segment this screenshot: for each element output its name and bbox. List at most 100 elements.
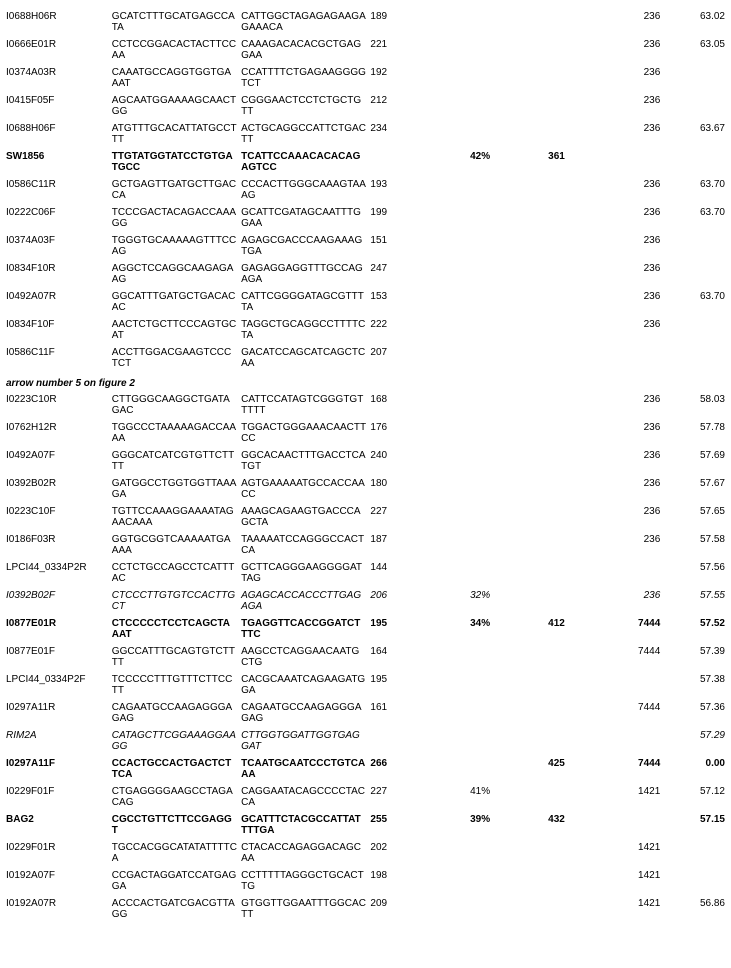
- size-value: 212: [368, 92, 439, 120]
- reverse-seq: TAGGCTGCAGGCCTTTTCTA: [239, 316, 368, 344]
- score-value: 57.67: [662, 475, 727, 503]
- row-id: I0688H06R: [4, 8, 110, 36]
- forward-seq: TGGGTGCAAAAAGTTTCCAG: [110, 232, 239, 260]
- table-row: BAG2CGCCTGTTCTTCCGAGGTGCATTTCTACGCCATTAT…: [4, 811, 727, 839]
- percent-value: [439, 531, 521, 559]
- pos-value: 425: [521, 755, 592, 783]
- percent-value: [439, 176, 521, 204]
- percent-value: [439, 419, 521, 447]
- percent-value: [439, 391, 521, 419]
- score-value: [662, 64, 727, 92]
- pos-value: [521, 699, 592, 727]
- reverse-seq: CCATTTTCTGAGAAGGGGTCT: [239, 64, 368, 92]
- ref-value: 1421: [592, 867, 663, 895]
- table-row: arrow number 5 on figure 2: [4, 372, 727, 391]
- table-row: I0392B02RGATGGCCTGGTGGTTAAAGAAGTGAAAAATG…: [4, 475, 727, 503]
- forward-seq: CATAGCTTCGGAAAGGAAGG: [110, 727, 239, 755]
- row-id: I0222C06F: [4, 204, 110, 232]
- ref-value: 236: [592, 176, 663, 204]
- pos-value: [521, 344, 592, 372]
- percent-value: 34%: [439, 615, 521, 643]
- reverse-seq: CAAAGACACACGCTGAGGAA: [239, 36, 368, 64]
- size-value: 176: [368, 419, 439, 447]
- reverse-seq: GCATTTCTACGCCATTATTTTGA: [239, 811, 368, 839]
- pos-value: [521, 727, 592, 755]
- size-value: 247: [368, 260, 439, 288]
- percent-value: [439, 288, 521, 316]
- percent-value: 32%: [439, 587, 521, 615]
- size-value: [368, 727, 439, 755]
- table-row: I0586C11FACCTTGGACGAAGTCCCTCTGACATCCAGCA…: [4, 344, 727, 372]
- forward-seq: GATGGCCTGGTGGTTAAAGA: [110, 475, 239, 503]
- forward-seq: AACTCTGCTTCCCAGTGCAT: [110, 316, 239, 344]
- table-row: I0666E01RCCTCCGGACACTACTTCCAACAAAGACACAC…: [4, 36, 727, 64]
- pos-value: [521, 559, 592, 587]
- score-value: [662, 839, 727, 867]
- size-value: 189: [368, 8, 439, 36]
- percent-value: [439, 204, 521, 232]
- score-value: 57.65: [662, 503, 727, 531]
- table-row: I0762H12RTGGCCCTAAAAAGACCAAAATGGACTGGGAA…: [4, 419, 727, 447]
- table-row: I0192A07FCCGACTAGGATCCATGAGGACCTTTTTAGGG…: [4, 867, 727, 895]
- score-value: 57.55: [662, 587, 727, 615]
- reverse-seq: CATTGGCTAGAGAGAAGAGAAACA: [239, 8, 368, 36]
- size-value: 234: [368, 120, 439, 148]
- table-row: I0492A07FGGGCATCATCGTGTTCTTTTGGCACAACTTT…: [4, 447, 727, 475]
- ref-value: 236: [592, 36, 663, 64]
- forward-seq: CTTGGGCAAGGCTGATAGAC: [110, 391, 239, 419]
- score-value: 56.86: [662, 895, 727, 923]
- size-value: 198: [368, 867, 439, 895]
- size-value: 227: [368, 783, 439, 811]
- percent-value: [439, 867, 521, 895]
- reverse-seq: CAGAATGCCAAGAGGGAGAG: [239, 699, 368, 727]
- pos-value: 432: [521, 811, 592, 839]
- percent-value: [439, 64, 521, 92]
- pos-value: [521, 867, 592, 895]
- ref-value: 236: [592, 391, 663, 419]
- score-value: 57.78: [662, 419, 727, 447]
- percent-value: [439, 344, 521, 372]
- row-id: I0586C11R: [4, 176, 110, 204]
- score-value: 63.70: [662, 204, 727, 232]
- forward-seq: GGTGCGGTCAAAAATGAAAA: [110, 531, 239, 559]
- score-value: [662, 148, 727, 176]
- size-value: 153: [368, 288, 439, 316]
- score-value: 63.67: [662, 120, 727, 148]
- forward-seq: CCTCCGGACACTACTTCCAA: [110, 36, 239, 64]
- size-value: 266: [368, 755, 439, 783]
- percent-value: [439, 503, 521, 531]
- table-row: I0229F01RTGCCACGGCATATATTTTCACTACACCAGAG…: [4, 839, 727, 867]
- size-value: 144: [368, 559, 439, 587]
- table-row: I0374A03FTGGGTGCAAAAAGTTTCCAGAGAGCGACCCA…: [4, 232, 727, 260]
- pos-value: [521, 176, 592, 204]
- table-row: I0229F01FCTGAGGGGAAGCCTAGACAGCAGGAATACAG…: [4, 783, 727, 811]
- forward-seq: GCTGAGTTGATGCTTGACCA: [110, 176, 239, 204]
- forward-seq: GGCATTTGATGCTGACACAC: [110, 288, 239, 316]
- score-value: 57.29: [662, 727, 727, 755]
- pos-value: [521, 671, 592, 699]
- reverse-seq: CTTGGTGGATTGGTGAGGAT: [239, 727, 368, 755]
- pos-value: [521, 531, 592, 559]
- percent-value: [439, 895, 521, 923]
- table-row: LPCI44_0334P2RCCTCTGCCAGCCTCATTTACGCTTCA…: [4, 559, 727, 587]
- reverse-seq: GTGGTTGGAATTTGGCACTT: [239, 895, 368, 923]
- score-value: 0.00: [662, 755, 727, 783]
- forward-seq: CTCCCTTGTGTCCACTTGCT: [110, 587, 239, 615]
- ref-value: 7444: [592, 615, 663, 643]
- size-value: 187: [368, 531, 439, 559]
- row-id: I0229F01R: [4, 839, 110, 867]
- percent-value: [439, 447, 521, 475]
- pos-value: [521, 204, 592, 232]
- forward-seq: TTGTATGGTATCCTGTGATGCC: [110, 148, 239, 176]
- ref-value: [592, 148, 663, 176]
- ref-value: 236: [592, 531, 663, 559]
- size-value: 199: [368, 204, 439, 232]
- reverse-seq: TAAAAATCCAGGGCCACTCA: [239, 531, 368, 559]
- forward-seq: TGCCACGGCATATATTTTCA: [110, 839, 239, 867]
- percent-value: 39%: [439, 811, 521, 839]
- percent-value: [439, 755, 521, 783]
- ref-value: 236: [592, 8, 663, 36]
- pos-value: [521, 92, 592, 120]
- pos-value: [521, 475, 592, 503]
- pos-value: [521, 64, 592, 92]
